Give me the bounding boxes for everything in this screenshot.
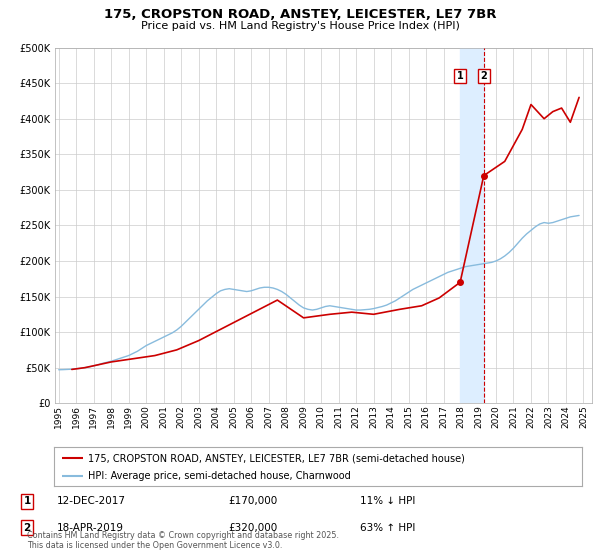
Text: Price paid vs. HM Land Registry's House Price Index (HPI): Price paid vs. HM Land Registry's House … — [140, 21, 460, 31]
Text: HPI: Average price, semi-detached house, Charnwood: HPI: Average price, semi-detached house,… — [88, 471, 351, 481]
Text: 175, CROPSTON ROAD, ANSTEY, LEICESTER, LE7 7BR (semi-detached house): 175, CROPSTON ROAD, ANSTEY, LEICESTER, L… — [88, 453, 465, 463]
Text: 1995: 1995 — [54, 405, 63, 428]
Text: £320,000: £320,000 — [228, 522, 277, 533]
Text: 2021: 2021 — [509, 405, 518, 428]
Text: 2013: 2013 — [369, 405, 378, 428]
Text: 2006: 2006 — [247, 405, 256, 428]
Text: 12-DEC-2017: 12-DEC-2017 — [57, 496, 126, 506]
Text: 2010: 2010 — [317, 405, 326, 428]
Text: 2004: 2004 — [212, 405, 221, 428]
Text: 2014: 2014 — [386, 405, 395, 428]
Text: 2007: 2007 — [264, 405, 273, 428]
Text: 2022: 2022 — [526, 405, 535, 427]
Text: Contains HM Land Registry data © Crown copyright and database right 2025.
This d: Contains HM Land Registry data © Crown c… — [27, 530, 339, 550]
Text: 2018: 2018 — [457, 405, 466, 428]
Text: 2002: 2002 — [176, 405, 185, 428]
Text: 2023: 2023 — [544, 405, 553, 428]
Text: 1996: 1996 — [71, 405, 80, 428]
Text: 2016: 2016 — [422, 405, 431, 428]
Text: 63% ↑ HPI: 63% ↑ HPI — [360, 522, 415, 533]
Text: 2: 2 — [23, 522, 31, 533]
Text: 2024: 2024 — [562, 405, 571, 427]
Text: 11% ↓ HPI: 11% ↓ HPI — [360, 496, 415, 506]
Text: 2011: 2011 — [334, 405, 343, 428]
Text: 1998: 1998 — [107, 405, 116, 428]
Text: 1: 1 — [457, 71, 464, 81]
Text: £170,000: £170,000 — [228, 496, 277, 506]
Bar — [460, 48, 484, 403]
Text: 2019: 2019 — [474, 405, 483, 428]
Text: 1999: 1999 — [124, 405, 133, 428]
Text: 18-APR-2019: 18-APR-2019 — [57, 522, 124, 533]
Text: 2009: 2009 — [299, 405, 308, 428]
Text: 175, CROPSTON ROAD, ANSTEY, LEICESTER, LE7 7BR: 175, CROPSTON ROAD, ANSTEY, LEICESTER, L… — [104, 8, 496, 21]
Text: 1997: 1997 — [89, 405, 98, 428]
Text: 2008: 2008 — [281, 405, 290, 428]
Text: 2005: 2005 — [229, 405, 238, 428]
Text: 2000: 2000 — [142, 405, 151, 428]
Text: 2001: 2001 — [159, 405, 168, 428]
Text: 2015: 2015 — [404, 405, 413, 428]
Text: 2012: 2012 — [352, 405, 361, 428]
Text: 2025: 2025 — [579, 405, 588, 428]
Text: 2: 2 — [481, 71, 487, 81]
Text: 2020: 2020 — [491, 405, 500, 428]
Text: 2017: 2017 — [439, 405, 448, 428]
Text: 2003: 2003 — [194, 405, 203, 428]
Text: 1: 1 — [23, 496, 31, 506]
